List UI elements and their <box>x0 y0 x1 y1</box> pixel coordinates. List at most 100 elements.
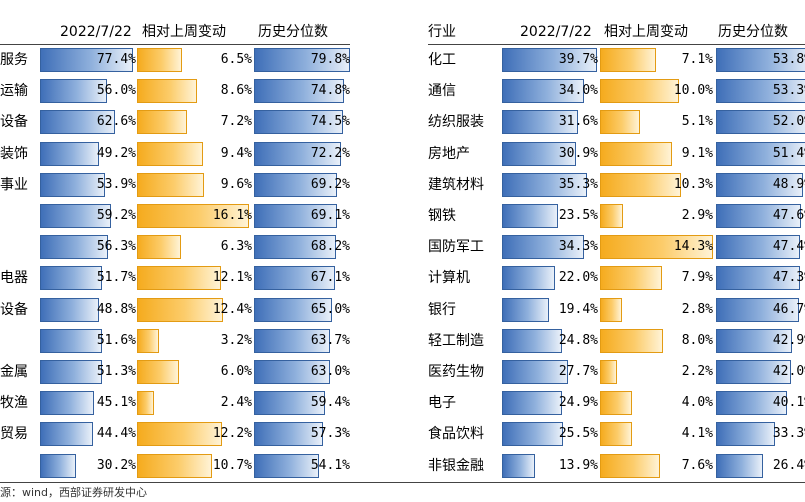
weekly-change-bar <box>137 266 222 290</box>
weekly-change-bar <box>600 204 623 228</box>
bar-cell: 6.3% <box>137 233 252 261</box>
value-label: 46.7% <box>772 302 805 317</box>
value-label: 27.7% <box>558 364 598 379</box>
value-label: 2.9% <box>681 208 713 223</box>
row-label: 事业 <box>0 177 28 193</box>
weekly-change-bar <box>600 235 713 259</box>
bar-cell: 2.9% <box>600 202 713 230</box>
bar-cell: 74.8% <box>254 77 350 105</box>
row-label: 电器 <box>0 270 28 286</box>
value-label: 26.4% <box>772 458 805 473</box>
row-label: 设备 <box>0 302 28 318</box>
current-value-bar <box>40 235 108 259</box>
value-label: 42.9% <box>772 333 805 348</box>
row-label: 非银金融 <box>428 458 484 474</box>
row-label: 房地产 <box>428 146 470 162</box>
bar-cell: 9.6% <box>137 171 252 199</box>
bar-cell: 31.6% <box>502 108 598 136</box>
value-label: 56.3% <box>96 239 136 254</box>
bar-cell: 6.5% <box>137 46 252 74</box>
row-label: 计算机 <box>428 270 470 286</box>
current-value-bar <box>502 235 585 259</box>
value-label: 52.0% <box>772 114 805 129</box>
current-value-bar <box>40 142 100 166</box>
bar-cell: 69.1% <box>254 202 350 230</box>
value-label: 34.3% <box>558 239 598 254</box>
bar-cell: 52.0% <box>716 108 805 136</box>
value-label: 48.8% <box>96 302 136 317</box>
value-label: 9.6% <box>220 177 252 192</box>
value-label: 7.9% <box>681 270 713 285</box>
weekly-change-bar <box>137 235 181 259</box>
bar-cell: 7.9% <box>600 264 713 292</box>
weekly-change-bar <box>600 79 680 103</box>
bar-cell: 35.3% <box>502 171 598 199</box>
value-label: 45.1% <box>96 395 136 410</box>
weekly-change-bar <box>600 298 623 322</box>
weekly-change-bar <box>137 329 160 353</box>
bar-cell: 16.1% <box>137 202 252 230</box>
value-label: 51.3% <box>96 364 136 379</box>
value-label: 69.2% <box>310 177 350 192</box>
percentile-bar <box>716 454 763 478</box>
bar-cell: 7.6% <box>600 452 713 480</box>
value-label: 40.1% <box>772 395 805 410</box>
value-label: 53.8% <box>772 52 805 67</box>
percentile-bar <box>716 360 791 384</box>
bar-cell: 4.1% <box>600 420 713 448</box>
row-label: 银行 <box>428 302 456 318</box>
weekly-change-bar <box>137 298 224 322</box>
percentile-bar <box>254 266 335 290</box>
current-value-bar <box>502 454 536 478</box>
row-label: 运输 <box>0 83 28 99</box>
value-label: 19.4% <box>558 302 598 317</box>
weekly-change-bar <box>600 142 672 166</box>
value-label: 63.0% <box>310 364 350 379</box>
bar-cell: 67.1% <box>254 264 350 292</box>
percentile-bar <box>716 110 805 134</box>
row-label: 通信 <box>428 83 456 99</box>
value-label: 48.9% <box>772 177 805 192</box>
value-label: 22.0% <box>558 270 598 285</box>
header-1: 2022/7/22 <box>60 24 132 40</box>
value-label: 67.1% <box>310 270 350 285</box>
percentile-bar <box>254 422 323 446</box>
weekly-change-bar <box>137 110 188 134</box>
bar-cell: 53.9% <box>40 171 136 199</box>
value-label: 68.2% <box>310 239 350 254</box>
bar-cell: 22.0% <box>502 264 598 292</box>
percentile-bar <box>254 79 344 103</box>
row-label: 医药生物 <box>428 364 484 380</box>
percentile-bar <box>254 235 336 259</box>
percentile-bar <box>254 454 319 478</box>
value-label: 51.4% <box>772 146 805 161</box>
bar-cell: 7.1% <box>600 46 713 74</box>
bar-cell: 10.7% <box>137 452 252 480</box>
current-value-bar <box>502 298 549 322</box>
value-label: 24.8% <box>558 333 598 348</box>
current-value-bar <box>502 422 564 446</box>
bar-cell: 62.6% <box>40 108 136 136</box>
bar-cell: 65.0% <box>254 296 350 324</box>
row-label: 建筑材料 <box>428 177 484 193</box>
value-label: 24.9% <box>558 395 598 410</box>
row-label: 钢铁 <box>428 208 456 224</box>
bar-cell: 48.8% <box>40 296 136 324</box>
row-label: 设备 <box>0 114 28 130</box>
row-label: 贸易 <box>0 426 28 442</box>
bar-cell: 53.8% <box>716 46 805 74</box>
value-label: 2.8% <box>681 302 713 317</box>
header-1: 2022/7/22 <box>520 24 592 40</box>
percentile-bar <box>716 235 801 259</box>
header-3: 历史分位数 <box>258 24 328 40</box>
value-label: 39.7% <box>558 52 598 67</box>
current-value-bar <box>40 298 99 322</box>
bar-cell: 47.6% <box>716 202 805 230</box>
current-value-bar <box>502 329 562 353</box>
bar-cell: 4.0% <box>600 389 713 417</box>
weekly-change-bar <box>600 422 633 446</box>
current-value-bar <box>502 142 577 166</box>
current-value-bar <box>40 454 77 478</box>
value-label: 34.0% <box>558 83 598 98</box>
bar-cell: 26.4% <box>716 452 805 480</box>
